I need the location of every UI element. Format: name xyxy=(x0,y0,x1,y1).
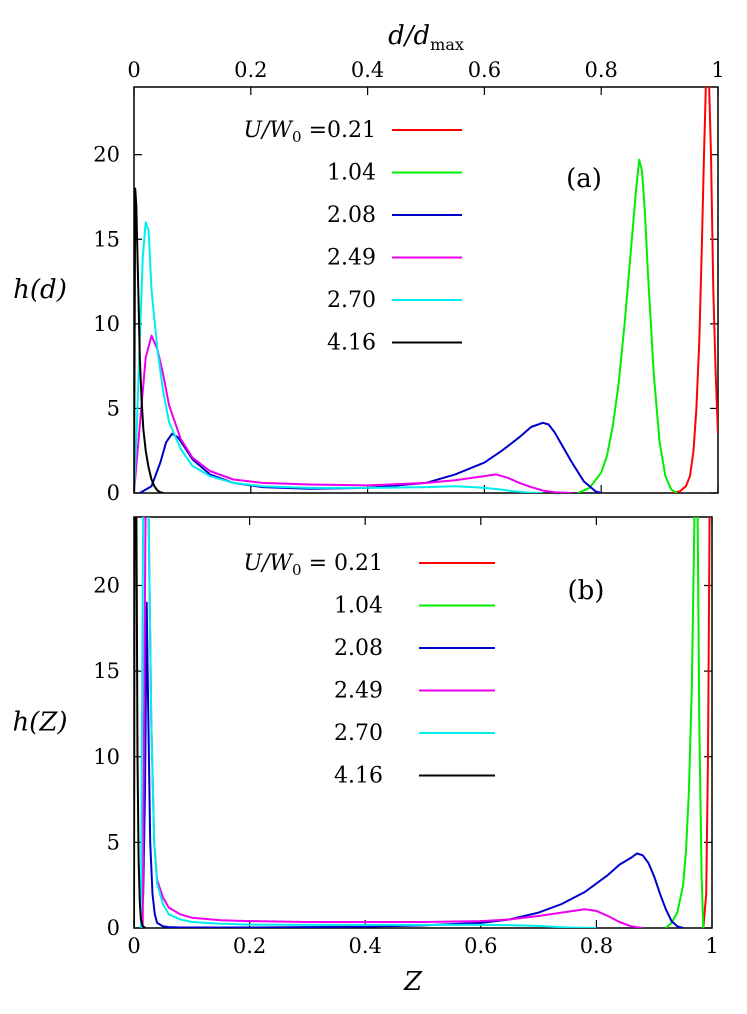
legend-label: 2.70 xyxy=(327,288,376,313)
legend-label: 2.49 xyxy=(327,246,376,271)
x-tick-label: 0.6 xyxy=(464,934,497,958)
x2-tick-label: 1 xyxy=(711,58,724,82)
panel-label: (b) xyxy=(568,576,605,606)
legend: U/W0 = 0.21 1.04 2.08 2.49 2.70 4.16 xyxy=(243,551,495,789)
legend-label: 1.04 xyxy=(334,594,383,619)
legend-label: 2.08 xyxy=(334,636,383,661)
y-tick-label: 10 xyxy=(93,745,120,769)
legend: U/W0 =0.21 1.04 2.08 2.49 2.70 4.16 xyxy=(243,118,462,356)
y-tick-label: 0 xyxy=(107,481,120,505)
x2-tick-label: 0.6 xyxy=(468,58,501,82)
x-tick-label: 0 xyxy=(127,934,140,958)
series-line-2_70 xyxy=(134,221,543,493)
y-axis-label: h(d) xyxy=(13,275,67,305)
series-line-2_08 xyxy=(139,601,684,928)
legend-label: 2.08 xyxy=(327,203,376,228)
series-line-0_21 xyxy=(702,517,711,928)
legend-label: 2.70 xyxy=(334,721,383,746)
legend-label: U/W0 = 0.21 xyxy=(243,551,383,579)
x2-tick-label: 0.8 xyxy=(584,58,617,82)
legend-label: U/W0 =0.21 xyxy=(243,118,376,146)
series-line-1_04 xyxy=(577,158,678,493)
series-line-2_49 xyxy=(141,517,643,928)
series-line-2_70 xyxy=(139,517,597,928)
y-tick-label: 0 xyxy=(107,916,120,940)
x2-tick-label: 0 xyxy=(127,58,140,82)
x-tick-label: 0.4 xyxy=(348,934,381,958)
x-tick-label: 0.8 xyxy=(580,934,613,958)
series-line-0_21 xyxy=(671,87,718,493)
series-line-1_04 xyxy=(665,517,705,928)
y-tick-label: 15 xyxy=(93,227,120,251)
y-tick-label: 20 xyxy=(93,143,120,167)
series-line-2_08 xyxy=(139,421,602,493)
x-tick-label: 1 xyxy=(705,934,718,958)
x2-axis-label: d/dmax xyxy=(388,21,464,54)
panel-label: (a) xyxy=(566,164,602,194)
series-group xyxy=(134,87,718,493)
y-tick-label: 10 xyxy=(93,312,120,336)
y-tick-label: 15 xyxy=(93,659,120,683)
x2-tick-label: 0.4 xyxy=(351,58,384,82)
legend-label: 4.16 xyxy=(334,764,383,789)
plot-frame xyxy=(133,516,713,929)
legend-label: 2.49 xyxy=(334,679,383,704)
legend-label: 1.04 xyxy=(327,161,376,186)
x2-tick-label: 0.2 xyxy=(234,58,267,82)
plot-frame xyxy=(133,86,719,494)
y-tick-label: 5 xyxy=(107,396,120,420)
series-group xyxy=(134,517,711,928)
legend-label: 4.16 xyxy=(327,331,376,356)
y-axis-label: h(Z) xyxy=(12,708,67,738)
series-line-4_16 xyxy=(134,187,164,493)
y-tick-label: 5 xyxy=(107,830,120,854)
y-tick-label: 20 xyxy=(93,574,120,598)
x-tick-label: 0.2 xyxy=(233,934,266,958)
panel-a: 0 0.2 0.4 0.6 0.8 105101520h(d)d/dmax(a)U/W0 … xyxy=(13,21,725,505)
x-axis-label: Z xyxy=(403,967,423,997)
series-line-4_16 xyxy=(134,517,147,928)
